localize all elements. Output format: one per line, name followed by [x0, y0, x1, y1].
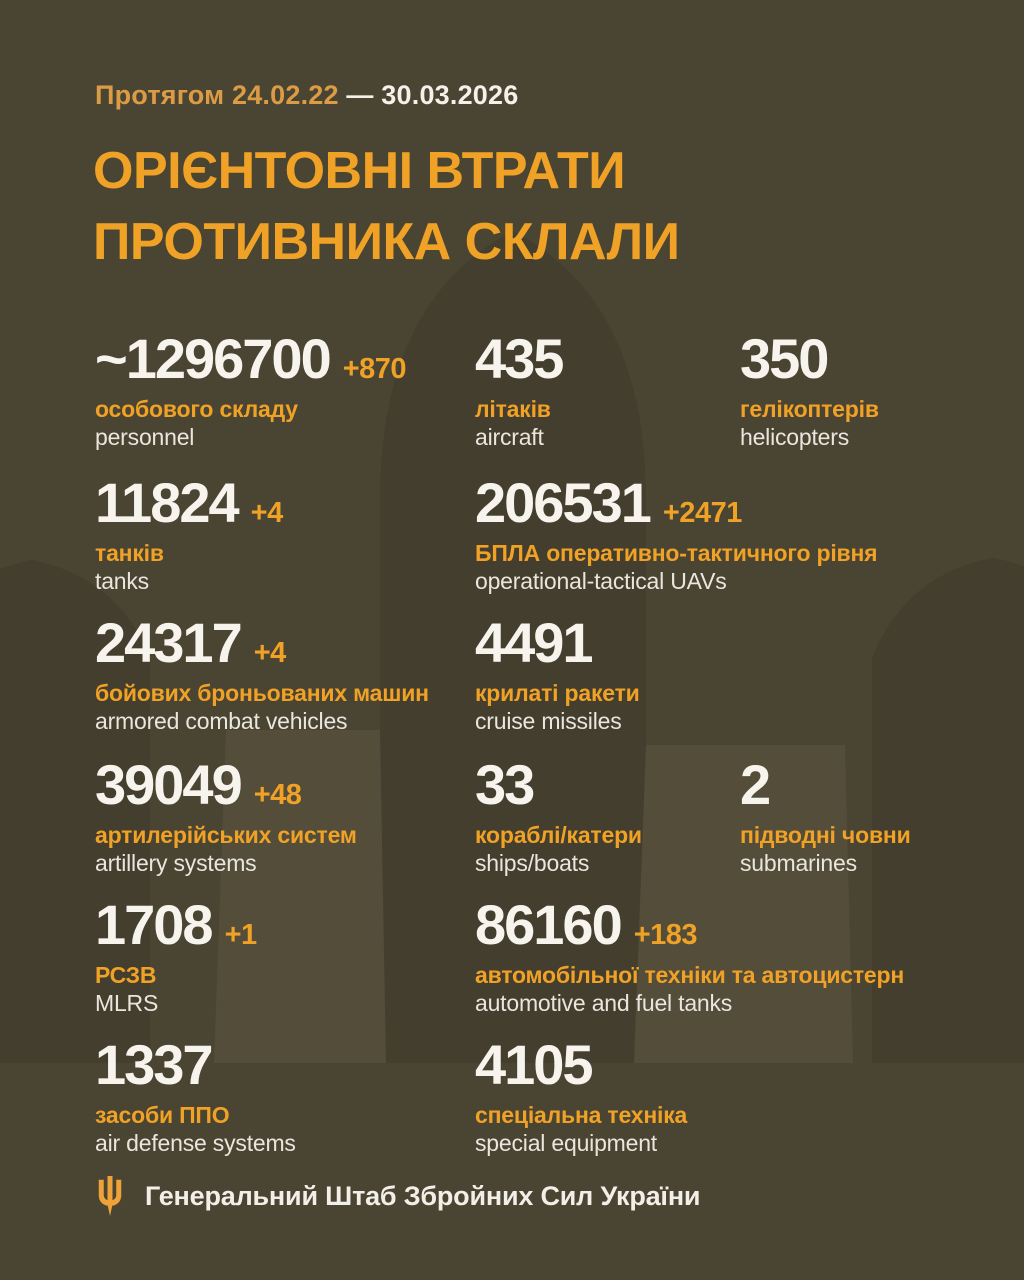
stat-label-uk: спеціальна техніка	[475, 1102, 688, 1128]
stat-value: 4491	[475, 611, 594, 674]
stat-label-en: ships/boats	[475, 850, 590, 876]
stat-label-uk: гелікоптерів	[740, 396, 879, 422]
stat-special-equipment: 4105 спеціальна техніка special equipmen…	[475, 1033, 688, 1157]
stat-label-uk: підводні човни	[740, 822, 911, 848]
stat-label-uk: особового складу	[95, 396, 298, 422]
stat-label-uk: літаків	[475, 396, 551, 422]
stat-value: 11824	[95, 471, 240, 534]
stat-automotive: 86160 +183 автомобільної техніки та авто…	[475, 893, 905, 1017]
stat-label-en: air defense systems	[95, 1130, 296, 1156]
stat-value: 4105	[475, 1033, 594, 1096]
tryzub-icon	[98, 1176, 122, 1216]
stat-label-en: armored combat vehicles	[95, 708, 348, 734]
stat-label-en: helicopters	[740, 424, 850, 450]
stat-value: 24317	[95, 611, 243, 674]
stat-value: 86160	[475, 893, 623, 956]
stat-label-en: MLRS	[95, 990, 159, 1016]
stat-helicopters: 350 гелікоптерів helicopters	[740, 327, 879, 451]
stat-delta: +4	[253, 637, 287, 669]
stat-label-en: automotive and fuel tanks	[475, 990, 733, 1016]
stat-delta: +1	[224, 919, 258, 951]
stat-label-en: special equipment	[475, 1130, 657, 1156]
date-range-start: Протягом 24.02.22	[95, 80, 347, 110]
stat-delta: +183	[633, 919, 698, 951]
stat-value: 206531	[475, 471, 652, 534]
stat-label-uk: артилерійських систем	[95, 822, 357, 848]
stat-air-defense: 1337 засоби ППО air defense systems	[95, 1033, 296, 1157]
stat-label-uk: танків	[95, 540, 164, 566]
stat-label-en: tanks	[95, 568, 149, 594]
stat-label-en: personnel	[95, 424, 195, 450]
stat-ships: 33 кораблі/катери ships/boats	[475, 753, 642, 877]
stat-value: 435	[475, 327, 564, 390]
date-range: Протягом 24.02.22 — 30.03.2026	[95, 80, 518, 111]
stat-uavs: 206531 +2471 БПЛА оперативно-тактичного …	[475, 471, 878, 595]
stat-delta: +870	[342, 353, 407, 385]
stat-label-uk: РСЗВ	[95, 962, 157, 988]
page-title-line2: ПРОТИВНИКА СКЛАЛИ	[93, 213, 680, 271]
stat-value: 350	[740, 327, 829, 390]
stat-label-en: submarines	[740, 850, 857, 876]
page-title-line1: ОРІЄНТОВНІ ВТРАТИ	[93, 142, 626, 200]
stat-value: 1337	[95, 1033, 214, 1096]
stat-label-en: cruise missiles	[475, 708, 622, 734]
page-title: ОРІЄНТОВНІ ВТРАТИ ПРОТИВНИКА СКЛАЛИ	[93, 136, 680, 278]
stat-label-uk: кораблі/катери	[475, 822, 642, 848]
stat-artillery: 39049 +48 артилерійських систем artiller…	[95, 753, 357, 877]
stat-aircraft: 435 літаків aircraft	[475, 327, 575, 451]
date-range-end: — 30.03.2026	[346, 80, 519, 110]
stat-label-en: aircraft	[475, 424, 544, 450]
stat-label-en: artillery systems	[95, 850, 257, 876]
stat-label-uk: автомобільної техніки та автоцистерн	[475, 962, 905, 988]
stat-delta: +2471	[662, 497, 742, 529]
stat-mlrs: 1708 +1 РСЗВ MLRS	[95, 893, 258, 1017]
stat-value: ~1296700	[95, 327, 332, 390]
stat-value: 39049	[95, 753, 243, 816]
footer-source-text: Генеральний Штаб Збройних Сил України	[145, 1180, 701, 1211]
stat-value: 33	[475, 753, 535, 816]
stat-submarines: 2 підводні човни submarines	[740, 753, 911, 877]
stat-value: 2	[740, 753, 771, 816]
stat-label-en: operational-tactical UAVs	[475, 568, 727, 594]
stat-value: 1708	[95, 893, 214, 956]
stat-cruise-missiles: 4491 крилаті ракети cruise missiles	[475, 611, 640, 735]
stat-label-uk: бойових броньованих машин	[95, 680, 429, 706]
stat-delta: +48	[253, 779, 302, 811]
stat-label-uk: крилаті ракети	[475, 680, 640, 706]
stat-label-uk: засоби ППО	[95, 1102, 230, 1128]
stat-label-uk: БПЛА оперативно-тактичного рівня	[475, 540, 878, 566]
stat-armored-vehicles: 24317 +4 бойових броньованих машин armor…	[95, 611, 429, 735]
stat-tanks: 11824 +4 танків tanks	[95, 471, 284, 595]
stat-delta: +4	[250, 497, 284, 529]
stat-personnel: ~1296700 +870 особового складу personnel	[95, 327, 407, 451]
footer: Генеральний Штаб Збройних Сил України	[95, 1176, 701, 1216]
